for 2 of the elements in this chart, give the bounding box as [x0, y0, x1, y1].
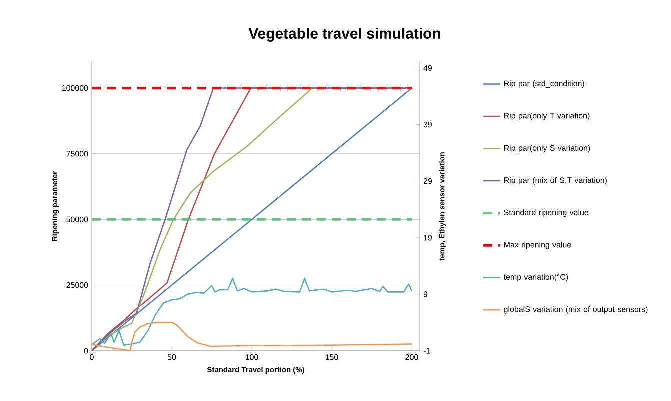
chart-title: Vegetable travel simulation — [248, 28, 440, 42]
line-series — [91, 278, 413, 346]
